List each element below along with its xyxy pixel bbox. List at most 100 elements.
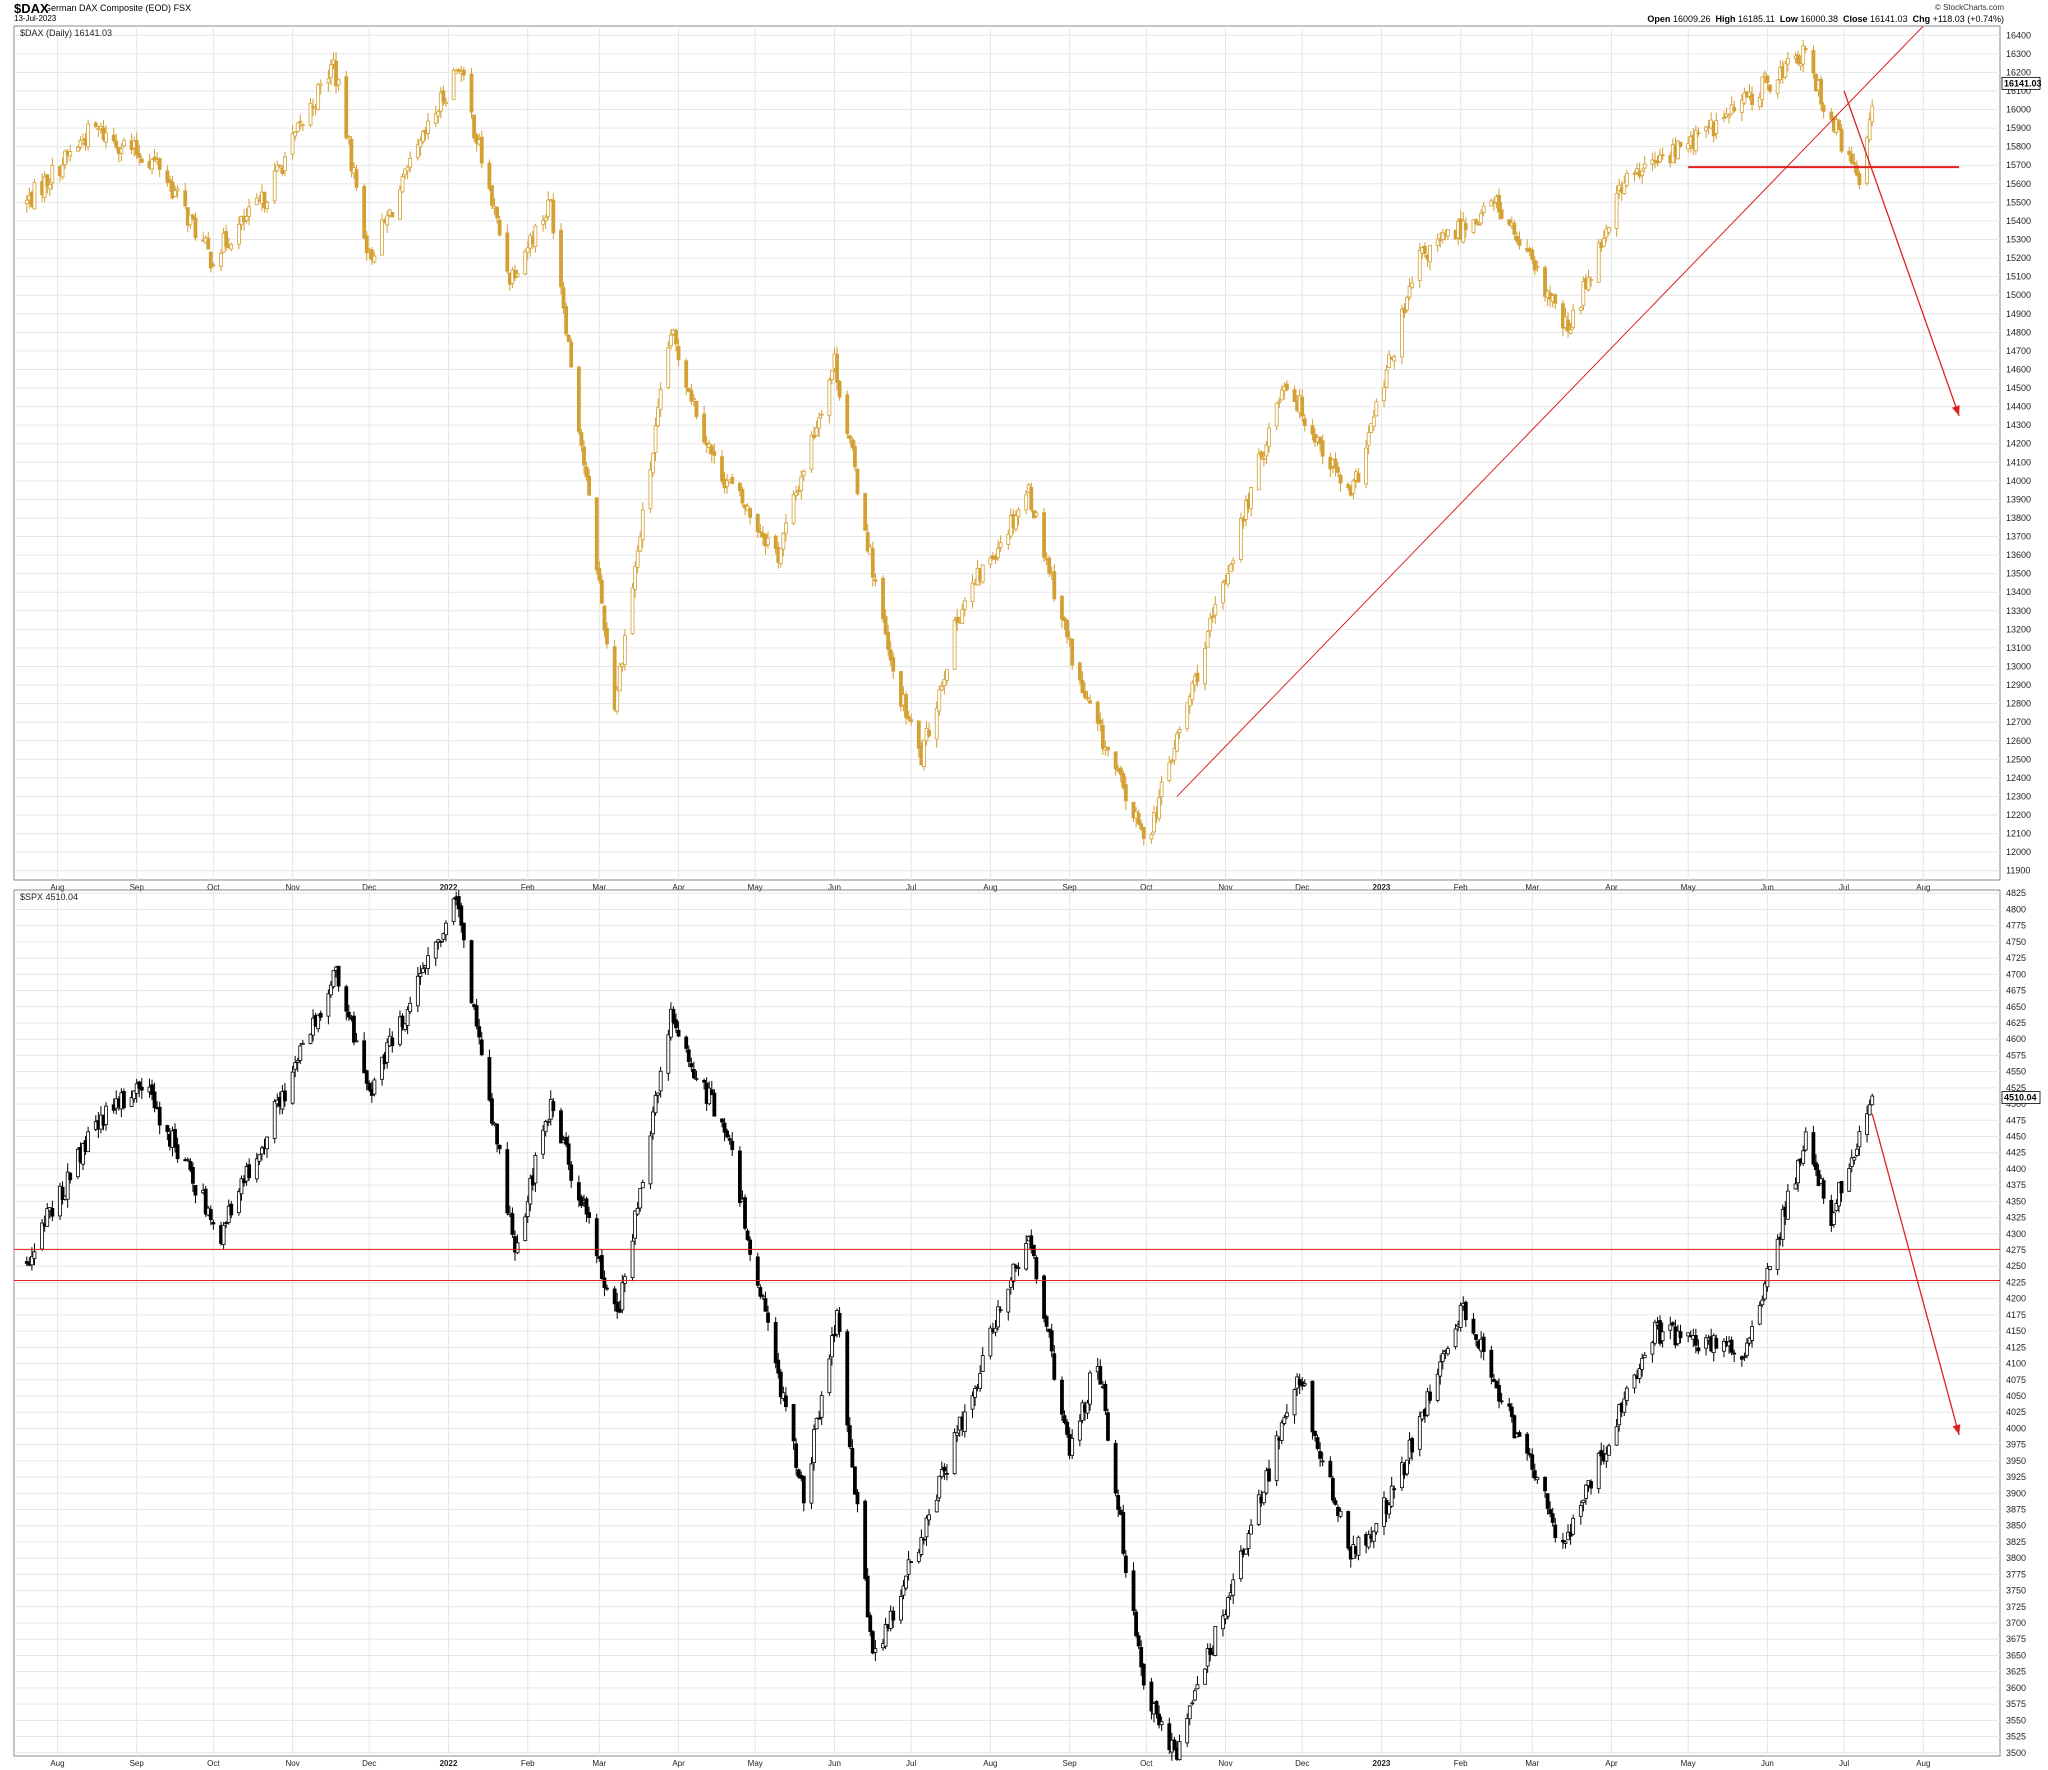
candle-body	[1267, 1468, 1271, 1482]
last-value-box	[2001, 76, 2041, 90]
candle-body	[150, 1084, 154, 1095]
candle-body	[1722, 117, 1726, 119]
candle-body	[707, 1087, 712, 1105]
candle-body	[316, 1014, 321, 1030]
y-tick-label: 15600	[2006, 179, 2031, 189]
candle-body	[308, 103, 313, 126]
candle-body	[515, 273, 520, 277]
candle-body	[42, 176, 47, 198]
x-tick-label: Nov	[285, 883, 299, 892]
candle-body	[635, 1207, 640, 1215]
x-tick-label: Aug	[983, 883, 997, 892]
candle-body	[658, 1070, 663, 1092]
candle-body	[1803, 48, 1808, 51]
candle-body	[1780, 1208, 1785, 1240]
y-tick-label: 3700	[2006, 1618, 2026, 1628]
candle-body	[1106, 746, 1110, 751]
candle-body	[1435, 238, 1440, 246]
candle-body	[648, 1135, 653, 1185]
y-tick-label: 4750	[2006, 937, 2026, 947]
candle-body	[1581, 281, 1586, 306]
candle-body	[814, 427, 819, 436]
candle-body	[1103, 1383, 1108, 1412]
candle-body	[796, 1469, 801, 1478]
candle-body	[1062, 617, 1067, 622]
candle-body	[1374, 1523, 1379, 1533]
candle-body	[1172, 1739, 1177, 1751]
candle-body	[104, 1105, 108, 1125]
candle-body	[1259, 451, 1264, 458]
candle-body	[1768, 1266, 1772, 1271]
candle-body	[1065, 1421, 1069, 1435]
candle-body	[1095, 701, 1100, 724]
candle-body	[137, 152, 142, 158]
candle-body	[1313, 1430, 1317, 1437]
candle-body	[1471, 1318, 1476, 1334]
candle-body	[1315, 1437, 1320, 1449]
candle-body	[584, 1198, 589, 1215]
candle-body	[870, 548, 875, 578]
candle-body	[63, 150, 68, 166]
candle-body	[1847, 150, 1852, 155]
candle-body	[602, 605, 607, 631]
candle-body	[298, 120, 303, 123]
candle-body	[436, 939, 441, 943]
y-tick-label: 4250	[2006, 1261, 2026, 1271]
candle-body	[229, 1203, 234, 1216]
x-tick-label: Feb	[521, 883, 535, 892]
candle-body	[850, 439, 855, 448]
candle-body	[863, 493, 868, 531]
candle-body	[1279, 389, 1284, 401]
candle-body	[505, 1149, 510, 1214]
candle-body	[1077, 662, 1082, 681]
candle-body	[988, 557, 993, 565]
candle-body	[415, 975, 420, 1007]
candle-body	[778, 1371, 783, 1398]
candle-body	[1453, 1328, 1458, 1348]
candle-body	[952, 619, 957, 670]
y-tick-label: 4125	[2006, 1342, 2026, 1352]
candle-body	[165, 1125, 170, 1132]
candle-body	[1062, 1415, 1067, 1423]
candle-body	[1660, 154, 1665, 157]
candle-body	[175, 1144, 180, 1160]
candle-body	[1088, 700, 1092, 704]
candle-body	[336, 966, 341, 987]
candle-body	[1852, 162, 1857, 165]
candle-body	[224, 1222, 229, 1225]
candle-body	[237, 223, 241, 245]
candle-body	[219, 253, 223, 267]
candle-body	[653, 425, 658, 453]
candle-body	[1686, 1332, 1691, 1337]
candle-body	[1284, 1412, 1289, 1417]
candle-body	[1282, 1417, 1287, 1424]
ohlc-readout: Open 16009.26 High 16185.11 Low 16000.38…	[1647, 14, 2004, 24]
candle-body	[1157, 1713, 1161, 1726]
candle-body	[1328, 1460, 1333, 1478]
candle-body	[916, 720, 921, 749]
y-tick-label: 14900	[2006, 309, 2031, 319]
candle-body	[1499, 209, 1504, 219]
candle-body	[32, 1251, 37, 1259]
candle-body	[426, 955, 430, 969]
candle-body	[86, 123, 91, 148]
candle-body	[1267, 427, 1271, 447]
candle-body	[528, 1177, 533, 1205]
candle-body	[633, 566, 638, 590]
candle-body	[408, 1002, 413, 1013]
y-tick-label: 4150	[2006, 1326, 2026, 1336]
candle-body	[497, 1144, 502, 1150]
candle-body	[1854, 1148, 1859, 1156]
candle-body	[1333, 1500, 1338, 1505]
candle-body	[239, 1178, 244, 1195]
candle-body	[451, 69, 456, 100]
candle-body	[1438, 1361, 1443, 1377]
candle-body	[551, 199, 556, 234]
y-tick-label: 4375	[2006, 1180, 2026, 1190]
candle-body	[541, 1129, 545, 1155]
y-tick-label: 3625	[2006, 1667, 2026, 1677]
candle-body	[1530, 1454, 1535, 1470]
candle-body	[638, 536, 643, 552]
candle-body	[812, 1429, 816, 1463]
candle-body	[247, 1164, 252, 1179]
